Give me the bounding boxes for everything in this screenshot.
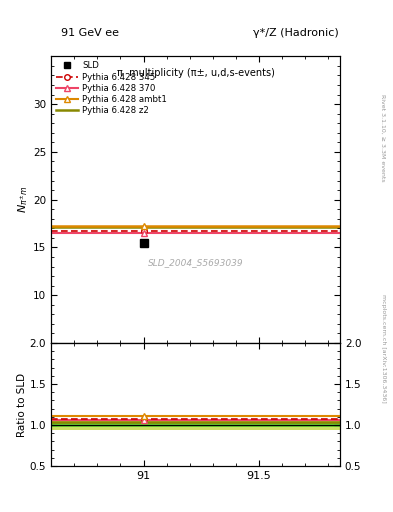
Legend: SLD, Pythia 6.428 345, Pythia 6.428 370, Pythia 6.428 ambt1, Pythia 6.428 z2: SLD, Pythia 6.428 345, Pythia 6.428 370,… [54,59,169,118]
Text: SLD_2004_S5693039: SLD_2004_S5693039 [148,258,243,267]
Text: Rivet 3.1.10, ≥ 3.3M events: Rivet 3.1.10, ≥ 3.3M events [381,94,386,182]
Bar [51,422,340,428]
Text: γ*/Z (Hadronic): γ*/Z (Hadronic) [253,28,339,38]
Text: 91 GeV ee: 91 GeV ee [61,28,119,38]
Bar [51,420,340,430]
Y-axis label: $N_{\pi^{\pm}m}$: $N_{\pi^{\pm}m}$ [17,186,30,214]
Text: mcplots.cern.ch [arXiv:1306.3436]: mcplots.cern.ch [arXiv:1306.3436] [381,294,386,402]
Text: π  multiplicity (π±, u,d,s-events): π multiplicity (π±, u,d,s-events) [117,68,274,78]
Y-axis label: Ratio to SLD: Ratio to SLD [17,372,27,437]
